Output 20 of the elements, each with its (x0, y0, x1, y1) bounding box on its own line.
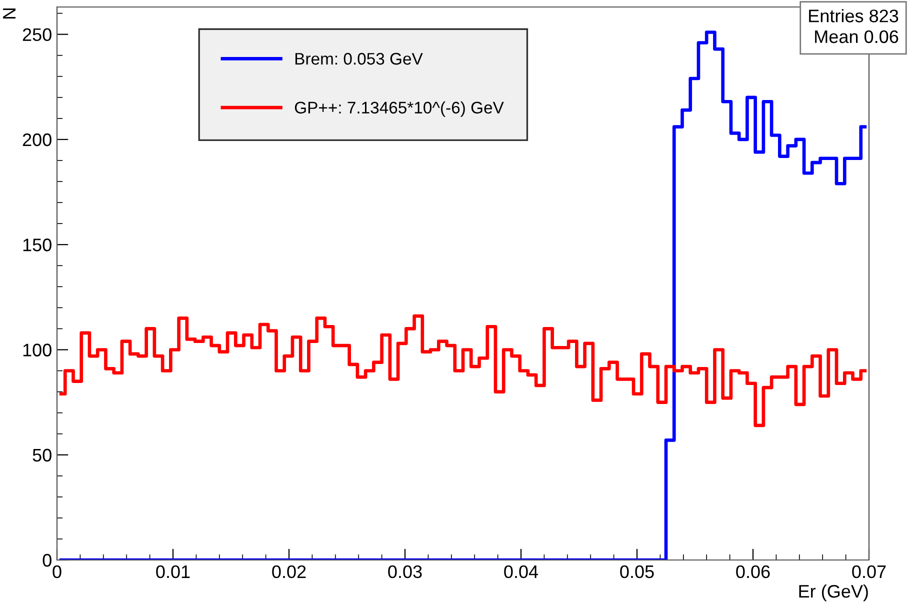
annotation: Entries 823 (809, 9, 898, 22)
y-tick-label: 250 (22, 28, 52, 42)
x-tick-label: 0.07 (852, 565, 886, 578)
x-tick-label: 0 (52, 565, 62, 578)
legend-label: GP++: 7.13465*10^(-6) GeV (294, 101, 504, 117)
annotation: Mean 0.06 (815, 30, 898, 44)
y-axis-title: N (3, 8, 16, 19)
x-tick-label: 0.04 (504, 565, 538, 578)
x-tick-label: 0.03 (388, 565, 422, 578)
x-tick-label: 0.02 (272, 565, 306, 578)
x-tick-label: 0.06 (736, 565, 770, 578)
y-tick-label: 100 (23, 344, 52, 356)
x-tick-label: 0.05 (620, 565, 654, 578)
x-axis-title: Er (GeV) (799, 584, 868, 602)
legend-label: Brem: 0.053 GeV (295, 52, 423, 65)
x-tick-label: 0.01 (156, 565, 190, 578)
y-tick-label: 0 (42, 554, 52, 567)
y-tick-label: 50 (32, 448, 52, 462)
y-tick-label: 200 (22, 133, 52, 146)
y-tick-label: 150 (23, 238, 52, 252)
